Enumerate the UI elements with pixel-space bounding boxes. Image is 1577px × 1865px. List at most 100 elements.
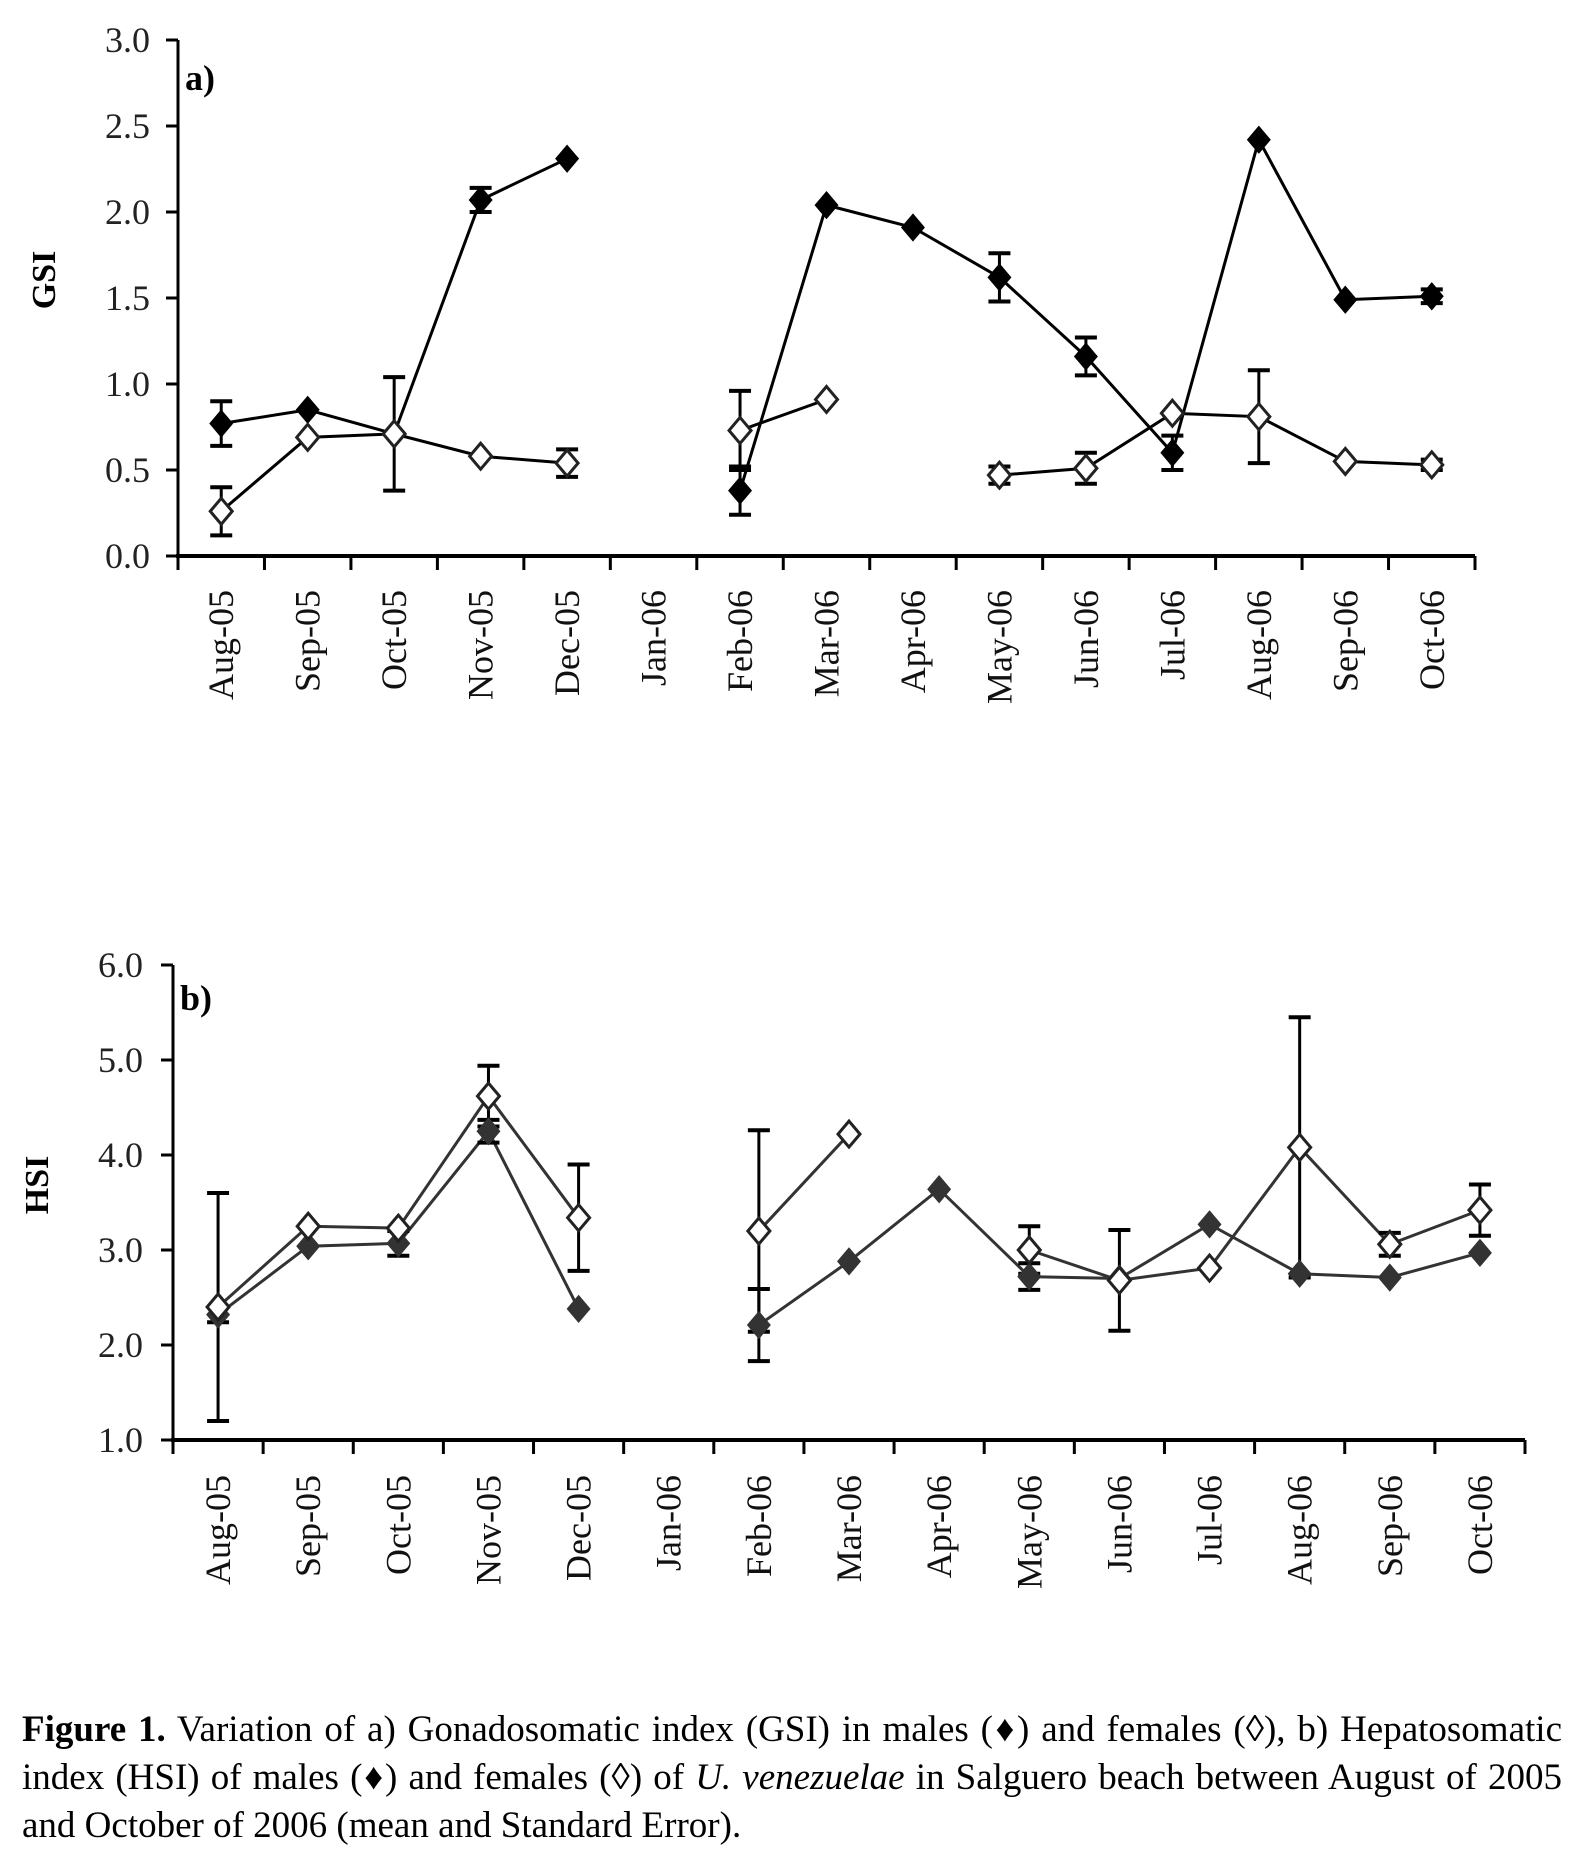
x-tick-label: Nov-05 bbox=[468, 1475, 508, 1585]
male-symbol-icon: ♦ bbox=[992, 1709, 1018, 1750]
x-tick-label: Aug-05 bbox=[198, 1475, 238, 1585]
x-tick-label: Feb-06 bbox=[739, 1475, 779, 1577]
x-tick-label: Aug-06 bbox=[1239, 590, 1279, 700]
x-tick-label: Oct-05 bbox=[378, 1475, 418, 1575]
y-tick-label: 2.5 bbox=[105, 106, 150, 146]
data-point-male bbox=[746, 1310, 771, 1340]
caption-text: ) and females ( bbox=[385, 1757, 612, 1798]
x-tick-label: Dec-05 bbox=[547, 590, 587, 696]
y-axis-label: GSI bbox=[26, 251, 63, 310]
data-point-female bbox=[986, 459, 1013, 491]
caption-text: Variation of a) Gonadosomatic index (GSI… bbox=[165, 1709, 993, 1750]
data-point-male bbox=[555, 144, 580, 173]
data-point-male bbox=[1419, 282, 1444, 311]
data-point-female bbox=[1072, 452, 1099, 484]
data-point-female bbox=[1376, 1228, 1403, 1260]
caption-text: ) and females ( bbox=[1017, 1709, 1246, 1750]
x-tick-label: Oct-05 bbox=[374, 590, 414, 690]
y-tick-label: 1.0 bbox=[105, 364, 150, 404]
data-point-female bbox=[1332, 446, 1359, 477]
female-symbol-icon: ◊ bbox=[611, 1757, 630, 1798]
data-point-female bbox=[813, 384, 840, 415]
species-name: U. venezuelae bbox=[695, 1757, 905, 1798]
data-point-female bbox=[205, 1291, 232, 1323]
x-tick-label: Jun-06 bbox=[1066, 590, 1106, 688]
y-tick-label: 5.0 bbox=[98, 1040, 143, 1080]
chart-gsi: 0.0 0.5 1.0 1.5 2.0 2.5 3.0 Aug-05 Sep-05 Oct-05 N… bbox=[26, 20, 1477, 704]
x-tick-label: Mar-06 bbox=[807, 590, 847, 697]
data-point-female bbox=[836, 1118, 862, 1150]
data-point-male bbox=[296, 1232, 321, 1261]
x-tick-label: Jul-06 bbox=[1190, 1475, 1230, 1565]
data-point-male bbox=[927, 1175, 952, 1204]
series-line bbox=[1028, 1145, 1481, 1282]
data-point-male bbox=[814, 190, 839, 220]
x-tick-label: May-06 bbox=[1009, 1475, 1049, 1589]
data-point-male bbox=[1073, 342, 1098, 371]
series-line bbox=[999, 411, 1432, 477]
data-point-female bbox=[385, 1212, 412, 1244]
data-point-male bbox=[295, 395, 320, 424]
x-tick-label: Jan-06 bbox=[649, 1475, 689, 1571]
data-point-female bbox=[1466, 1194, 1493, 1226]
data-point-female bbox=[1016, 1234, 1043, 1266]
x-tick-label: Sep-05 bbox=[288, 1475, 328, 1577]
data-point-male bbox=[468, 185, 493, 215]
panel-label: a) bbox=[185, 58, 215, 98]
y-tick-label: 2.0 bbox=[105, 192, 150, 232]
y-tick-label: 1.0 bbox=[98, 1420, 143, 1460]
data-point-female bbox=[565, 1202, 592, 1234]
data-point-male bbox=[1287, 1259, 1312, 1288]
y-tick-label: 0.5 bbox=[105, 450, 150, 490]
caption-text: ) of bbox=[629, 1757, 696, 1798]
figure-caption: Figure 1. Variation of a) Gonadosomatic … bbox=[22, 1706, 1562, 1850]
x-tick-label: Nov-05 bbox=[461, 590, 501, 700]
female-symbol-icon: ◊ bbox=[1245, 1709, 1264, 1750]
data-point-male bbox=[1467, 1238, 1492, 1268]
data-point-male bbox=[1377, 1263, 1402, 1292]
x-tick-label: Apr-06 bbox=[919, 1475, 959, 1578]
y-tick-label: 0.0 bbox=[105, 536, 150, 576]
data-point-male bbox=[1017, 1262, 1042, 1291]
data-point-female bbox=[1286, 1132, 1313, 1163]
series-line bbox=[757, 1133, 851, 1233]
x-tick-label: Dec-05 bbox=[559, 1475, 599, 1581]
series-line bbox=[738, 135, 1432, 492]
x-tick-label: Oct-06 bbox=[1412, 590, 1452, 690]
data-point-male bbox=[728, 476, 753, 505]
y-tick-label: 2.0 bbox=[98, 1325, 143, 1365]
x-tick-label: Oct-06 bbox=[1460, 1475, 1500, 1575]
data-point-female bbox=[1106, 1265, 1133, 1296]
data-point-female bbox=[745, 1215, 772, 1247]
data-point-male bbox=[566, 1294, 591, 1324]
data-point-male bbox=[900, 213, 925, 242]
x-tick-label: Sep-06 bbox=[1325, 590, 1365, 692]
male-symbol-icon: ♦ bbox=[362, 1757, 386, 1798]
x-tick-label: Apr-06 bbox=[893, 590, 933, 693]
chart-hsi: 1.0 2.0 3.0 4.0 5.0 6.0 Aug-05 Sep-05 Oct-05 Nov-… bbox=[19, 945, 1527, 1589]
panel-label: b) bbox=[180, 978, 212, 1018]
data-point-male bbox=[837, 1247, 861, 1276]
y-tick-label: 3.0 bbox=[105, 20, 150, 60]
x-tick-label: Aug-06 bbox=[1280, 1475, 1320, 1585]
data-point-female bbox=[467, 440, 494, 472]
y-tick-label: 6.0 bbox=[98, 945, 143, 985]
data-point-female bbox=[1159, 397, 1186, 429]
data-point-female bbox=[727, 415, 753, 446]
caption-text: in Salguero beach between August of 2005… bbox=[22, 1757, 1562, 1846]
y-tick-label: 3.0 bbox=[98, 1230, 143, 1270]
data-point-female bbox=[208, 495, 235, 527]
data-point-female bbox=[554, 447, 581, 479]
data-point-male bbox=[1246, 125, 1271, 154]
data-point-female bbox=[295, 1210, 322, 1242]
x-tick-label: Sep-06 bbox=[1370, 1475, 1410, 1577]
y-tick-label: 1.5 bbox=[105, 278, 150, 318]
x-tick-label: Mar-06 bbox=[829, 1475, 869, 1582]
x-tick-label: Jun-06 bbox=[1099, 1475, 1139, 1573]
caption-text: ), b) Hepatosomatic index (HSI) of males… bbox=[22, 1709, 1562, 1798]
data-point-female bbox=[1418, 449, 1445, 481]
data-point-male bbox=[1160, 438, 1185, 467]
y-tick-label: 4.0 bbox=[98, 1135, 143, 1175]
data-point-male bbox=[1333, 285, 1358, 314]
x-tick-label: Jul-06 bbox=[1152, 590, 1192, 680]
